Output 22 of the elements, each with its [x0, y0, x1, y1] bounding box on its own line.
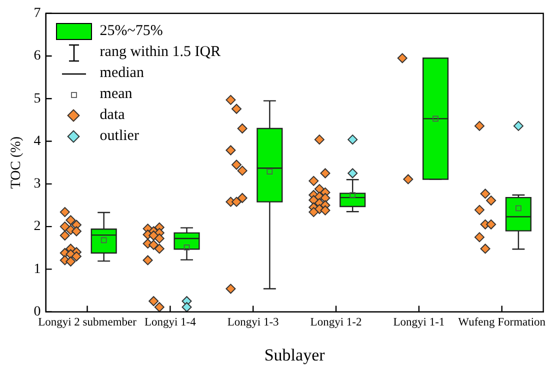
x-tick-label: Longyi 1-3 — [227, 316, 280, 329]
y-tick-label: 5 — [34, 91, 41, 106]
annotation: mean — [100, 85, 132, 104]
x-tick-label: Wufeng Formation — [458, 316, 546, 329]
x-tick-label: Longyi 1-2 — [310, 316, 362, 329]
legend-label: 25%~75% — [100, 22, 163, 42]
y-tick-label: 3 — [34, 176, 41, 192]
y-tick-label: 0 — [34, 304, 41, 320]
y-tick-label: 4 — [34, 134, 41, 149]
legend-label: data — [100, 106, 125, 126]
y-axis-title: TOC (%) — [9, 136, 24, 189]
x-tick-label: Longyi 1-1 — [393, 316, 445, 329]
x-axis-title: Sublayer — [264, 345, 326, 364]
x-tick-label: Longyi 2 submember — [38, 316, 137, 329]
y-tick-label: 1 — [34, 262, 41, 277]
annotation: median — [100, 64, 144, 84]
y-tick-label: 7 — [34, 6, 41, 22]
y-tick-label: 6 — [34, 48, 41, 64]
x-tick-label: Longyi 1-4 — [144, 316, 196, 329]
annotation: rang within 1.5 IQR — [100, 43, 221, 62]
y-tick-label: 2 — [34, 219, 41, 234]
legend-label: outlier — [100, 127, 139, 146]
